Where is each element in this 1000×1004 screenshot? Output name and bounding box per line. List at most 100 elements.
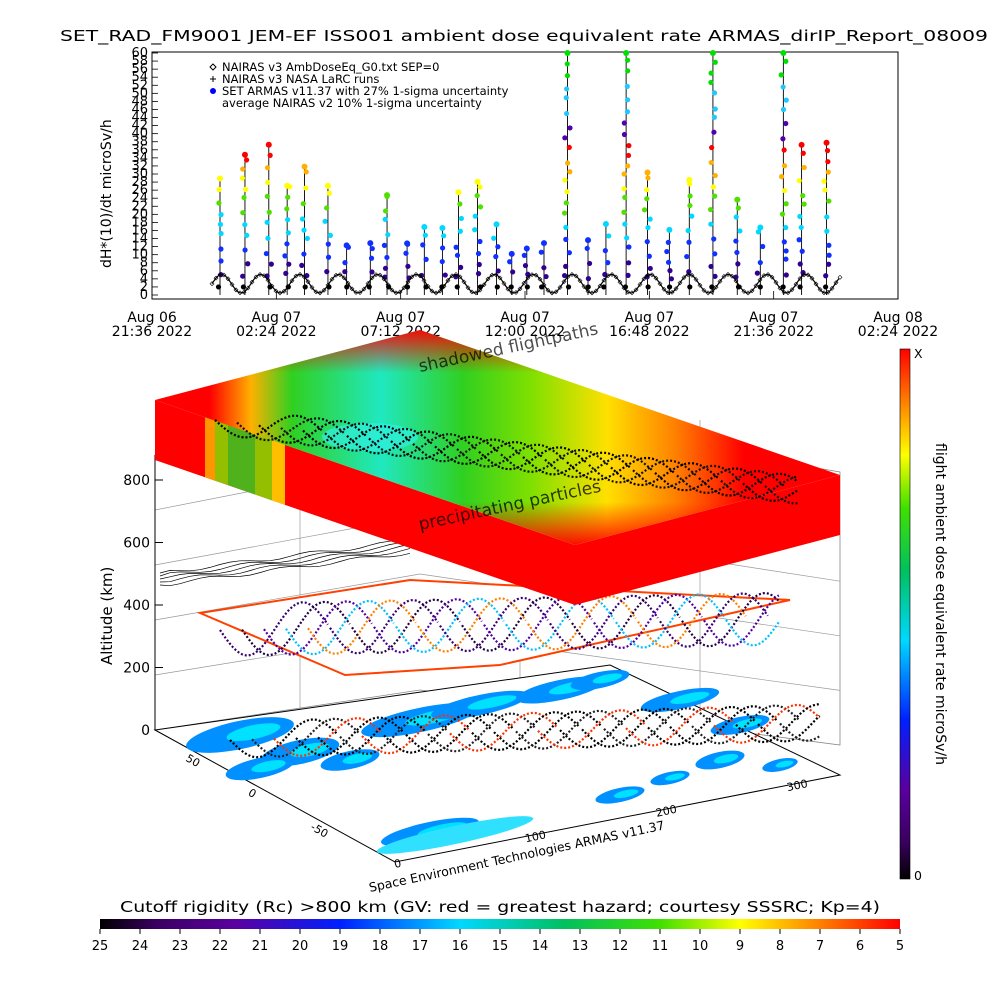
- nairas-point: [465, 285, 471, 291]
- orbit-track: [735, 703, 820, 744]
- armas-point: [565, 284, 572, 290]
- armas-point: [708, 263, 714, 270]
- armas-point: [564, 86, 570, 92]
- nairas-point: [281, 288, 287, 294]
- nairas-point: [373, 272, 379, 278]
- land-mass: [342, 753, 373, 764]
- nairas-point: [317, 290, 323, 296]
- x-tick-time: 21:36 2022: [733, 324, 813, 340]
- nairas-point: [509, 290, 515, 295]
- armas-point: [325, 254, 332, 260]
- nairas-point: [429, 288, 435, 294]
- armas-point: [369, 269, 375, 275]
- colorbar-tick-label: 21: [252, 939, 269, 954]
- nairas-point: [329, 276, 335, 282]
- armas-point: [824, 148, 831, 154]
- legend-label: SET ARMAS v11.37 with 27% 1-sigma uncert…: [222, 84, 509, 98]
- armas-point: [216, 200, 222, 206]
- orbit-track: [302, 425, 412, 450]
- nairas-point: [665, 290, 671, 296]
- armas-point: [821, 178, 827, 184]
- orbit-track: [471, 711, 581, 752]
- armas-point: [625, 163, 631, 169]
- nairas-point: [517, 286, 523, 292]
- armas-point: [754, 270, 760, 276]
- armas-point: [712, 273, 718, 279]
- armas-point: [218, 246, 224, 252]
- nairas-point: [389, 287, 395, 293]
- armas-point: [778, 72, 784, 78]
- nairas-point: [573, 273, 579, 279]
- armas-point: [644, 239, 650, 245]
- nairas-point: [369, 275, 375, 281]
- orbit-track: [544, 454, 654, 479]
- orbit-track: [449, 711, 559, 752]
- nairas-point: [705, 290, 711, 296]
- armas-point: [712, 172, 718, 179]
- nairas-point: [237, 290, 243, 296]
- armas-point: [644, 169, 651, 176]
- armas-point: [564, 61, 570, 67]
- armas-point: [712, 193, 718, 199]
- colorbar-tick-label: 18: [372, 939, 389, 954]
- orbit-track: [571, 594, 681, 650]
- legend-item: NAIRAS v3 NASA LaRC runs: [210, 72, 379, 86]
- nairas-point: [745, 290, 751, 296]
- nairas-point: [501, 281, 507, 286]
- y-tick-label: 60: [131, 46, 148, 61]
- nairas-point: [693, 277, 699, 282]
- x-tick-time: 02:24 2022: [236, 324, 316, 340]
- nairas-point: [709, 289, 715, 295]
- orbit-strand: [159, 542, 411, 577]
- armas-point: [538, 249, 544, 255]
- orbit-track: [324, 427, 434, 452]
- armas-point: [441, 233, 447, 239]
- armas-point: [541, 265, 547, 271]
- armas-point: [218, 212, 224, 218]
- orbit-track: [214, 414, 324, 439]
- nairas-point: [269, 283, 275, 289]
- armas-point: [495, 268, 501, 274]
- colorbar-tick-label: 13: [572, 939, 589, 954]
- armas-point: [584, 245, 590, 251]
- armas-point: [667, 268, 673, 274]
- nairas-point: [817, 287, 823, 292]
- armas-point: [475, 271, 482, 277]
- nairas-point: [349, 286, 355, 292]
- nairas-point: [801, 272, 807, 278]
- nairas-point: [221, 272, 227, 278]
- nairas-point: [785, 290, 791, 296]
- orbit-track: [493, 710, 603, 751]
- nairas-point: [681, 275, 687, 280]
- armas-point: [564, 50, 571, 56]
- armas-point: [601, 284, 607, 290]
- nairas-point: [341, 275, 347, 281]
- nairas-point: [717, 278, 723, 284]
- orbit-track: [588, 459, 698, 484]
- nairas-point: [601, 277, 607, 283]
- armas-point: [621, 131, 628, 138]
- nairas-point: [497, 275, 503, 281]
- armas-point: [240, 273, 246, 279]
- armas-point: [283, 270, 289, 276]
- orbit-track: [427, 712, 537, 753]
- y-tick-label: 16: [131, 223, 148, 238]
- armas-point: [585, 276, 591, 282]
- y-tick-label: 56: [131, 62, 148, 77]
- nairas-point: [385, 282, 391, 288]
- orbit-track: [461, 596, 571, 652]
- nairas-point: [749, 288, 755, 294]
- orbit-track: [615, 593, 725, 649]
- armas-point: [495, 244, 501, 250]
- armas-point: [687, 193, 693, 199]
- nairas-point: [209, 281, 215, 287]
- armas-point: [267, 152, 273, 158]
- armas-point: [439, 224, 446, 231]
- armas-point: [563, 224, 569, 231]
- armas-point: [240, 284, 247, 290]
- nairas-point: [533, 272, 539, 278]
- armas-point: [493, 254, 499, 260]
- armas-point: [780, 50, 787, 56]
- nairas-point: [609, 272, 615, 277]
